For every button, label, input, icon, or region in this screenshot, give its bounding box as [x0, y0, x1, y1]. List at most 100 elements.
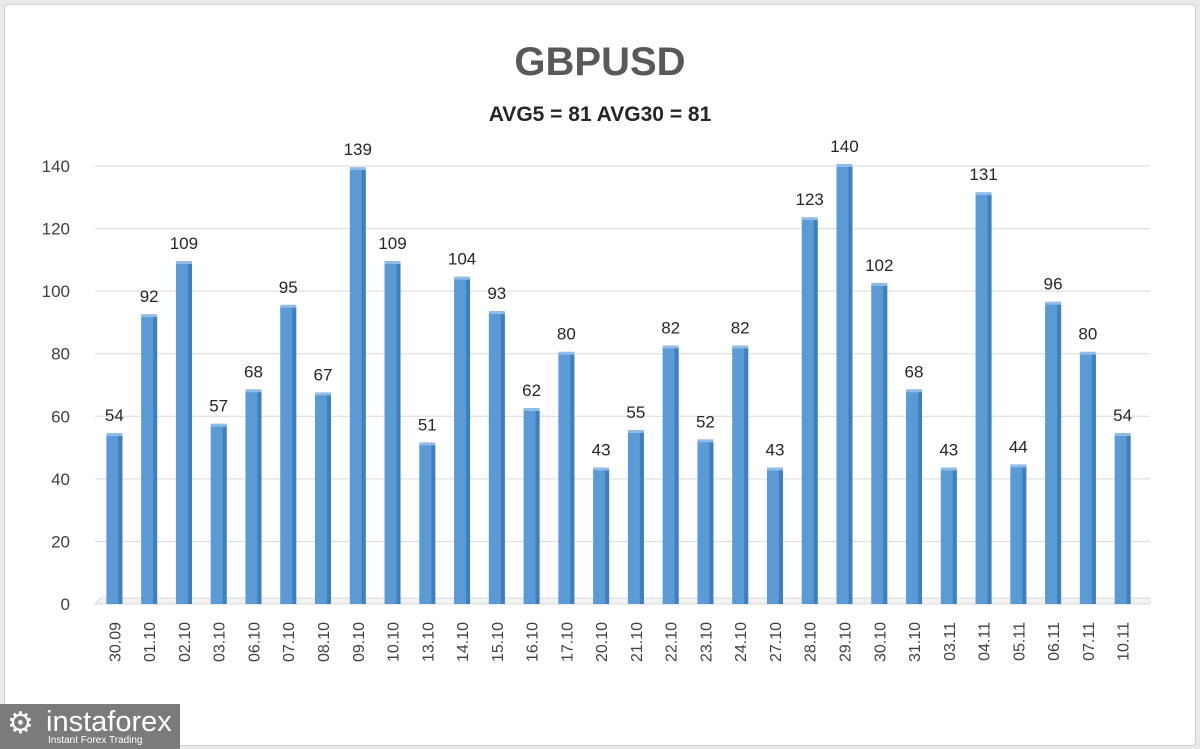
data-label: 68	[244, 362, 263, 381]
x-tick-label: 17.10	[559, 622, 576, 662]
data-label: 109	[378, 234, 406, 253]
data-label: 52	[696, 412, 715, 431]
bar-side	[431, 444, 436, 604]
bar-top	[732, 345, 749, 349]
x-tick-label: 01.10	[142, 622, 159, 662]
x-tick-label: 03.11	[942, 622, 959, 661]
x-tick-label: 24.10	[733, 622, 750, 662]
x-tick-label: 27.10	[768, 622, 785, 662]
bar-top	[627, 429, 644, 433]
x-tick-label: 06.11	[1046, 622, 1063, 661]
y-tick-label: 20	[51, 532, 70, 551]
bar-top	[697, 439, 714, 443]
x-tick-label: 09.10	[351, 622, 368, 662]
bar-side	[848, 166, 853, 604]
bar-side	[257, 391, 262, 604]
x-tick-label: 31.10	[907, 622, 924, 662]
data-label: 109	[170, 234, 198, 253]
x-tick-label: 05.11	[1011, 622, 1028, 661]
x-tick-label: 06.10	[246, 622, 263, 662]
x-tick-label: 23.10	[698, 622, 715, 662]
data-label: 82	[661, 318, 680, 337]
x-tick-label: 30.09	[107, 622, 124, 662]
data-label: 44	[1009, 437, 1028, 456]
x-tick-label: 28.10	[803, 622, 820, 662]
x-tick-label: 10.10	[386, 622, 403, 662]
bar-top	[871, 282, 888, 286]
data-label: 123	[796, 190, 824, 209]
bar-side	[1057, 303, 1062, 604]
x-tick-label: 03.10	[212, 622, 229, 662]
bar-side	[292, 306, 297, 604]
data-label: 57	[209, 397, 228, 416]
data-label: 82	[731, 318, 750, 337]
data-label: 51	[418, 415, 437, 434]
data-label: 43	[765, 440, 784, 459]
bar-top	[488, 311, 505, 315]
bar-top	[975, 192, 992, 196]
bar-side	[535, 410, 540, 604]
y-tick-label: 60	[51, 407, 70, 426]
y-tick-label: 140	[42, 157, 70, 176]
x-tick-label: 13.10	[420, 622, 437, 662]
bar-top	[558, 351, 575, 355]
bar-top	[1079, 351, 1096, 355]
data-label: 140	[830, 137, 858, 156]
bar-top	[523, 408, 540, 412]
y-tick-label: 80	[51, 345, 70, 364]
y-tick-label: 40	[51, 470, 70, 489]
bar-side	[674, 347, 679, 604]
bar-side	[187, 262, 192, 604]
bar-top	[940, 467, 957, 471]
bar-top	[766, 467, 783, 471]
bar-side	[987, 194, 992, 604]
bar-top	[175, 260, 192, 264]
data-label: 92	[140, 287, 159, 306]
bar-side	[466, 278, 471, 604]
data-label: 139	[344, 140, 372, 159]
bar-top	[836, 164, 853, 167]
data-label: 43	[592, 440, 611, 459]
gear-icon: ⚙	[7, 707, 34, 740]
bar-side	[1022, 466, 1027, 604]
x-tick-label: 15.10	[490, 622, 507, 662]
x-tick-label: 02.10	[177, 622, 194, 662]
data-label: 93	[487, 284, 506, 303]
chart-title: GBPUSD	[514, 40, 686, 84]
bar-side	[918, 391, 923, 604]
x-tick-label: 07.11	[1081, 622, 1098, 661]
data-label: 102	[865, 256, 893, 275]
data-label: 62	[522, 381, 541, 400]
bar-top	[210, 423, 227, 427]
data-label: 80	[557, 325, 576, 344]
bar-top	[1114, 433, 1131, 437]
data-label: 67	[314, 365, 333, 384]
bar-side	[778, 469, 783, 604]
bar-side	[326, 394, 331, 604]
bar-side	[744, 347, 749, 604]
x-tick-label: 29.10	[837, 622, 854, 662]
data-label: 96	[1044, 275, 1063, 294]
x-tick-label: 14.10	[455, 622, 472, 662]
bar-side	[709, 441, 714, 604]
logo-tagline: Instant Forex Trading	[48, 735, 143, 746]
bar-top	[593, 467, 610, 471]
instaforex-logo: ⚙ instaforex Instant Forex Trading	[0, 704, 180, 749]
data-label: 131	[969, 165, 997, 184]
x-tick-label: 21.10	[629, 622, 646, 662]
bar-side	[1091, 353, 1096, 604]
x-tick-label: 20.10	[594, 622, 611, 662]
bar-side	[222, 425, 227, 604]
y-tick-label: 120	[42, 220, 70, 239]
bar-top	[349, 167, 366, 171]
x-tick-label: 04.11	[977, 622, 994, 661]
bar-top	[801, 217, 818, 221]
bar-top	[1045, 301, 1062, 305]
data-label: 54	[1113, 406, 1132, 425]
x-tick-label: 10.11	[1116, 622, 1133, 661]
data-label: 95	[279, 278, 298, 297]
chart-subtitle: AVG5 = 81 AVG30 = 81	[488, 103, 712, 126]
bar-top	[419, 442, 436, 446]
bar-top	[280, 304, 297, 308]
